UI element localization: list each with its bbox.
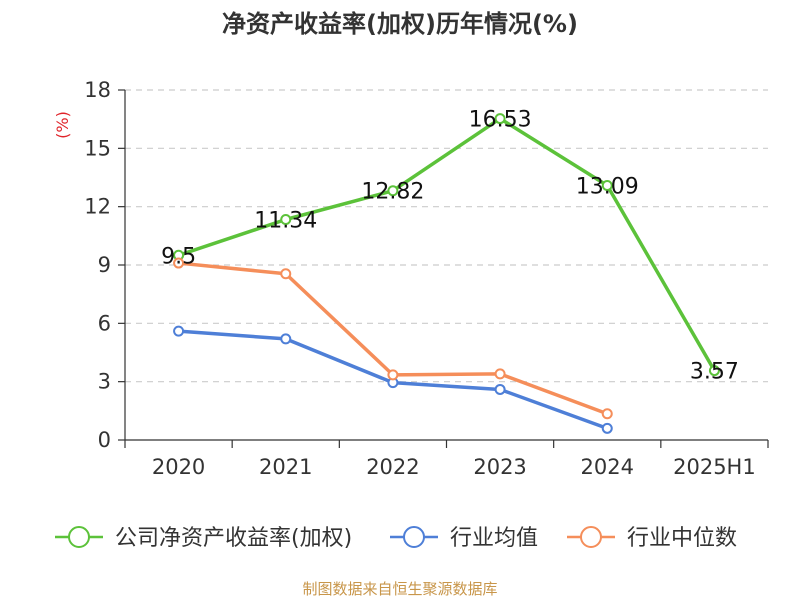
x-tick-label: 2025H1	[673, 455, 756, 479]
axes: 0 3 6 9 12 15 18 2020 2021 2022 2023 2024 2025H1	[84, 78, 769, 479]
legend-marker-icon	[403, 526, 425, 548]
data-label: 3.57	[690, 360, 739, 385]
data-point	[708, 365, 720, 377]
data-label: 13.09	[576, 174, 639, 199]
data-point	[280, 268, 292, 280]
y-tick-label: 12	[84, 195, 111, 219]
y-axis-unit-label: (%)	[53, 111, 72, 139]
y-tick-label: 6	[98, 311, 111, 335]
data-point	[173, 325, 185, 337]
series-line-2	[178, 261, 608, 416]
data-point	[494, 368, 506, 380]
y-tick-label: 9	[98, 253, 111, 277]
legend-label: 行业均值	[450, 526, 538, 551]
data-point	[173, 257, 185, 269]
y-tick-label: 3	[98, 370, 111, 394]
y-tick-label: 18	[84, 78, 111, 102]
data-labels: 9.5 11.34 12.82 16.53 13.09 3.57	[161, 108, 739, 385]
x-tick-label: 2022	[366, 455, 419, 479]
legend-item: 行业均值	[390, 526, 538, 551]
x-tick-label: 2021	[259, 455, 312, 479]
gridlines	[125, 89, 768, 383]
legend-item: 行业中位数	[567, 526, 737, 551]
data-point	[387, 185, 399, 197]
x-tick-label: 2024	[581, 455, 634, 479]
data-point	[494, 383, 506, 395]
data-point	[387, 369, 399, 381]
series-line-0	[178, 116, 716, 372]
legend-label: 行业中位数	[627, 526, 737, 551]
y-tick-label: 0	[98, 428, 111, 452]
data-point	[280, 333, 292, 345]
legend-item: 公司净资产收益率(加权)	[55, 526, 352, 551]
data-point	[494, 113, 506, 125]
x-tick-label: 2023	[473, 455, 526, 479]
x-tick-label: 2020	[152, 455, 205, 479]
data-label: 9.5	[161, 244, 196, 269]
data-label: 12.82	[361, 180, 424, 205]
legend-marker-icon	[68, 526, 90, 548]
chart-title: 净资产收益率(加权)历年情况(%)	[222, 10, 578, 38]
legend-marker-icon	[580, 526, 602, 548]
source-note: 制图数据来自恒生聚源数据库	[302, 580, 497, 598]
data-point	[280, 214, 292, 225]
data-point	[601, 422, 613, 434]
data-label: 11.34	[254, 209, 317, 234]
legend-label: 公司净资产收益率(加权)	[115, 526, 352, 551]
data-point	[601, 179, 613, 191]
series-lines	[173, 113, 720, 434]
y-tick-label: 15	[84, 136, 111, 160]
legend: 公司净资产收益率(加权) 行业均值 行业中位数	[55, 526, 737, 551]
data-point	[601, 408, 613, 420]
data-label: 16.53	[469, 108, 532, 133]
